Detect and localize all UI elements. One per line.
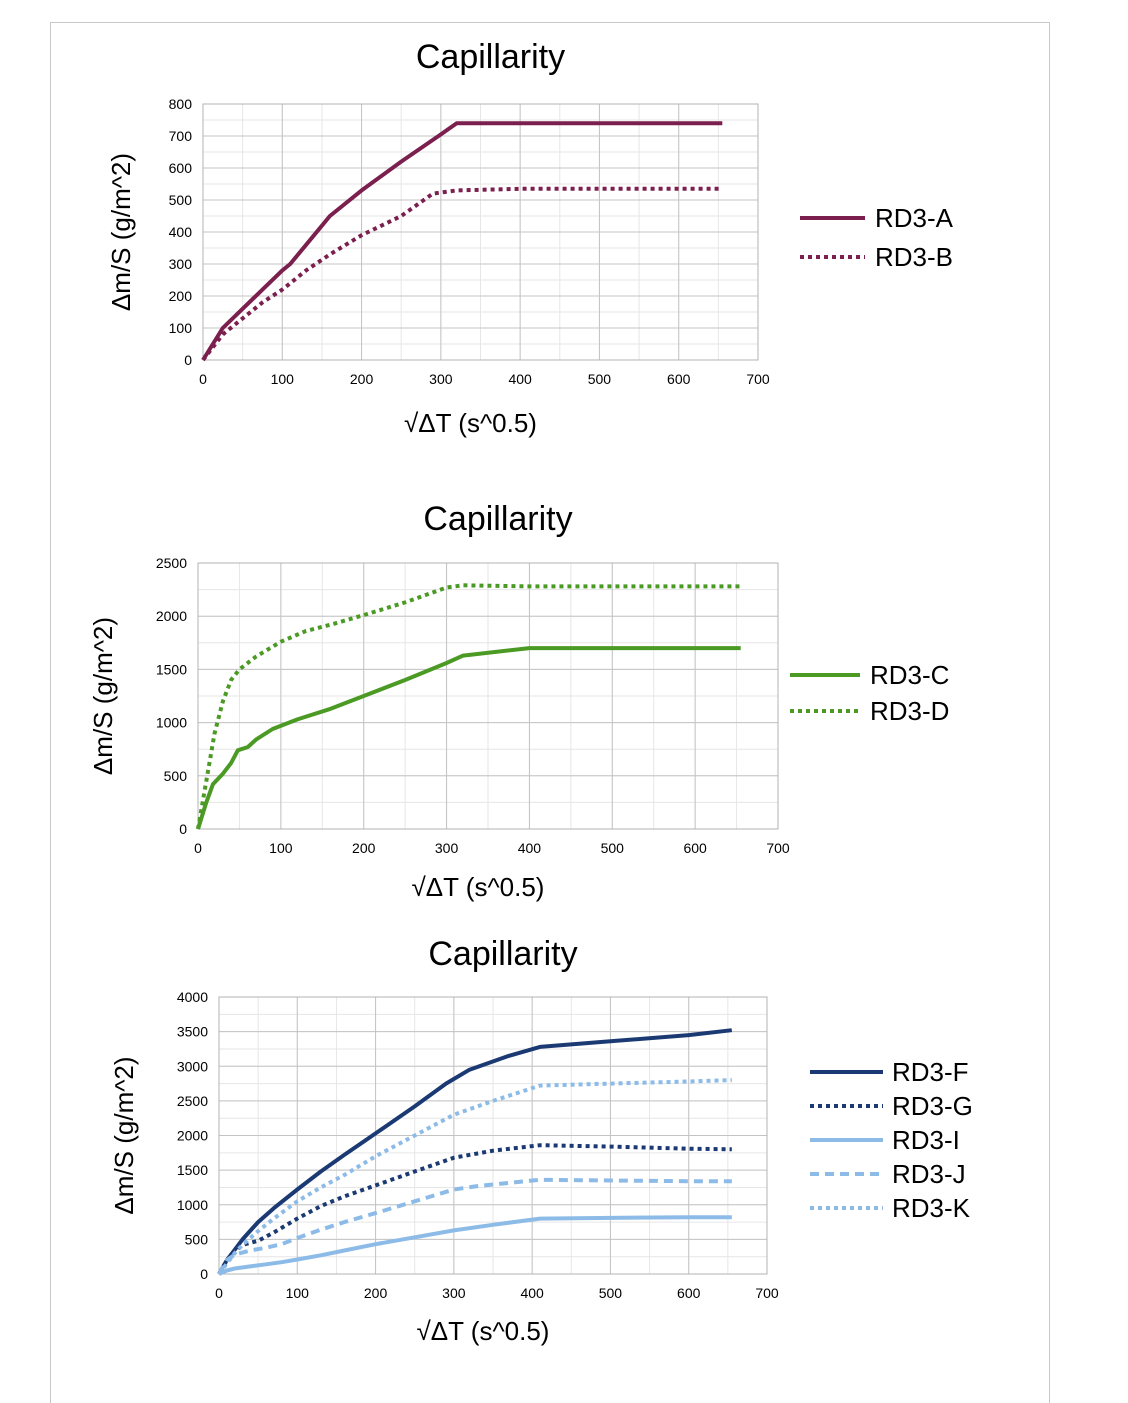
x-tick-label: 0 — [199, 371, 207, 387]
x-tick-label: 100 — [286, 1285, 310, 1301]
legend-label-rd3-j: RD3-J — [892, 1159, 966, 1189]
y-tick-label: 1500 — [177, 1162, 208, 1178]
y-tick-label: 600 — [169, 160, 193, 176]
x-tick-label: 600 — [683, 840, 707, 856]
y-tick-label: 500 — [164, 768, 188, 784]
y-tick-label: 1500 — [156, 661, 187, 677]
x-tick-label: 300 — [429, 371, 453, 387]
y-axis-title: Δm/S (g/m^2) — [109, 1056, 139, 1214]
x-tick-label: 100 — [271, 371, 295, 387]
plot-area — [218, 996, 768, 1275]
y-tick-label: 100 — [169, 320, 193, 336]
x-tick-label: 700 — [766, 840, 790, 856]
y-tick-label: 0 — [179, 821, 187, 837]
series-line-rd3-d — [196, 583, 741, 830]
legend-label-rd3-a: RD3-A — [875, 203, 954, 233]
x-tick-label: 500 — [599, 1285, 623, 1301]
x-tick-label: 400 — [518, 840, 542, 856]
y-tick-label: 0 — [184, 352, 192, 368]
y-tick-label: 2500 — [156, 555, 187, 571]
y-tick-label: 0 — [200, 1266, 208, 1282]
x-tick-label: 100 — [269, 840, 293, 856]
chart-3: 0 100 200 300 400 500 600 700 0 500 1000 1500 2000 25… — [109, 935, 973, 1346]
x-tick-label: 200 — [352, 840, 376, 856]
legend-label-rd3-g: RD3-G — [892, 1091, 973, 1121]
legend-label-rd3-d: RD3-D — [870, 696, 949, 726]
legend-label-rd3-c: RD3-C — [870, 660, 949, 690]
y-tick-label: 400 — [169, 224, 193, 240]
y-tick-label: 3500 — [177, 1024, 208, 1040]
x-tick-label: 200 — [350, 371, 374, 387]
legend-label-rd3-k: RD3-K — [892, 1193, 971, 1223]
y-tick-label: 2000 — [177, 1128, 208, 1144]
series-line-rd3-i — [218, 1215, 732, 1276]
chart-title: Capillarity — [428, 935, 577, 973]
x-tick-label: 200 — [364, 1285, 388, 1301]
x-tick-label: 600 — [667, 371, 691, 387]
series-line-rd3-c — [196, 646, 741, 830]
y-tick-label: 1000 — [177, 1197, 208, 1213]
legend-label-rd3-b: RD3-B — [875, 242, 953, 272]
y-tick-label: 800 — [169, 96, 193, 112]
x-tick-label: 600 — [677, 1285, 701, 1301]
series-line-rd3-j — [217, 1177, 732, 1275]
series-line-rd3-f — [217, 1028, 733, 1275]
y-tick-label: 3000 — [177, 1058, 208, 1074]
x-tick-label: 0 — [194, 840, 202, 856]
y-tick-label: 500 — [185, 1231, 209, 1247]
chart-2: 0 100 200 300 400 500 600 700 0 500 1000 1500 2000 25… — [88, 500, 949, 902]
x-tick-label: 700 — [755, 1285, 779, 1301]
series-line-rd3-a — [201, 121, 723, 362]
chart-1: 0 100 200 300 400 500 600 700 0 100 200 300 400 500 60… — [106, 38, 954, 438]
legend-label-rd3-f: RD3-F — [892, 1057, 969, 1087]
chart-title: Capillarity — [423, 500, 572, 538]
y-tick-label: 700 — [169, 128, 193, 144]
series-line-rd3-g — [217, 1143, 732, 1275]
series-line-rd3-b — [201, 186, 723, 362]
series-line-rd3-k — [217, 1078, 732, 1276]
x-axis-title: √ΔT (s^0.5) — [412, 872, 545, 902]
x-tick-label: 300 — [442, 1285, 466, 1301]
y-tick-label: 2500 — [177, 1093, 208, 1109]
y-tick-label: 200 — [169, 288, 193, 304]
x-tick-label: 300 — [435, 840, 459, 856]
chart-title: Capillarity — [416, 38, 565, 76]
x-tick-label: 500 — [601, 840, 625, 856]
x-tick-label: 400 — [508, 371, 532, 387]
y-axis-title: Δm/S (g/m^2) — [88, 617, 118, 775]
y-tick-label: 4000 — [177, 989, 208, 1005]
y-tick-label: 1000 — [156, 715, 187, 731]
y-tick-label: 2000 — [156, 608, 187, 624]
y-tick-label: 300 — [169, 256, 193, 272]
x-tick-label: 500 — [588, 371, 612, 387]
x-tick-label: 700 — [746, 371, 770, 387]
x-axis-title: √ΔT (s^0.5) — [417, 1316, 550, 1346]
y-axis-title: Δm/S (g/m^2) — [106, 153, 136, 311]
plot-area — [202, 103, 759, 361]
y-tick-label: 500 — [169, 192, 193, 208]
x-tick-label: 400 — [520, 1285, 544, 1301]
x-axis-title: √ΔT (s^0.5) — [404, 408, 537, 438]
plot-area — [197, 562, 779, 830]
document-page — [50, 22, 1050, 1403]
x-tick-label: 0 — [215, 1285, 223, 1301]
legend-label-rd3-i: RD3-I — [892, 1125, 960, 1155]
